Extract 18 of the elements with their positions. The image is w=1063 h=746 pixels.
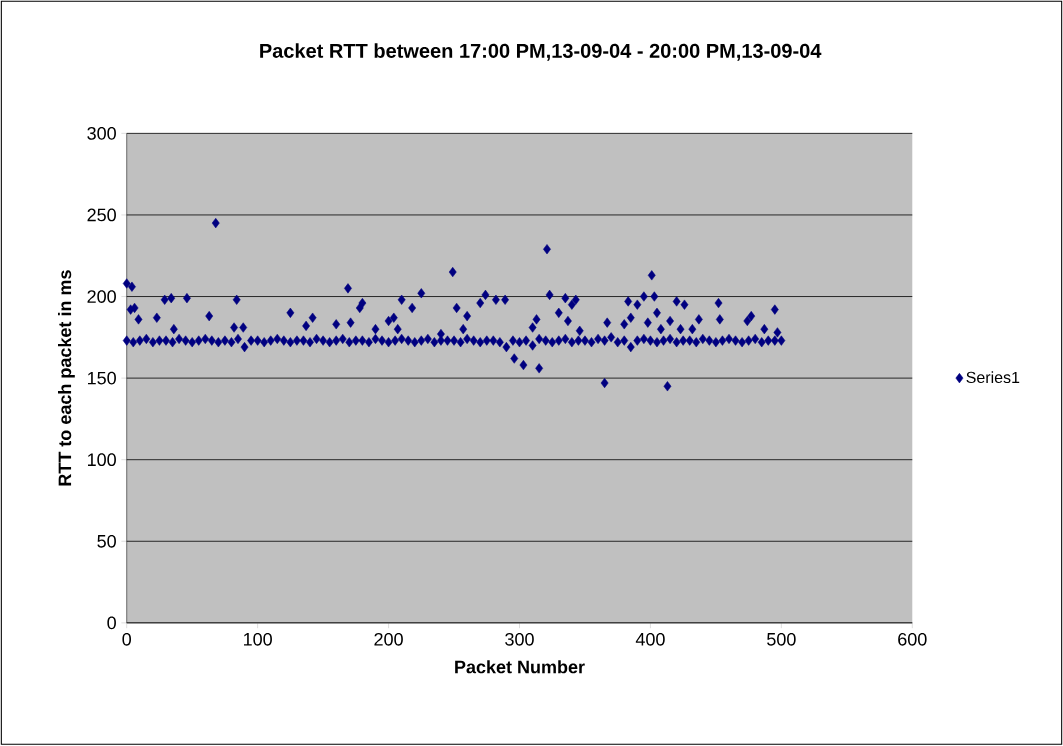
x-tick-label: 400 — [635, 633, 665, 646]
y-tick-label: 200 — [87, 290, 116, 304]
x-tick-label: 0 — [122, 633, 132, 646]
x-tick-label: 500 — [767, 633, 796, 646]
y-tick-label: 250 — [87, 208, 116, 222]
x-tick-label: 300 — [505, 633, 534, 646]
x-tick-label: 100 — [244, 633, 272, 646]
y-tick-label: 0 — [107, 616, 116, 630]
x-tick-label: 600 — [898, 633, 927, 646]
y-tick-label: 150 — [88, 371, 116, 385]
chart-title: Packet RTT between 17:00 PM,13-09-04 - 20:00 PM,13-09-04 — [260, 43, 822, 62]
y-tick-label: 300 — [87, 127, 116, 140]
y-axis-title: RTT to each packet in ms — [58, 270, 75, 486]
x-axis-title: Packet Number — [455, 660, 585, 674]
x-tick-label: 200 — [374, 633, 403, 646]
y-tick-label: 50 — [97, 535, 116, 548]
y-tick-label: 100 — [88, 453, 116, 467]
legend-label: Series1 — [966, 371, 1020, 384]
